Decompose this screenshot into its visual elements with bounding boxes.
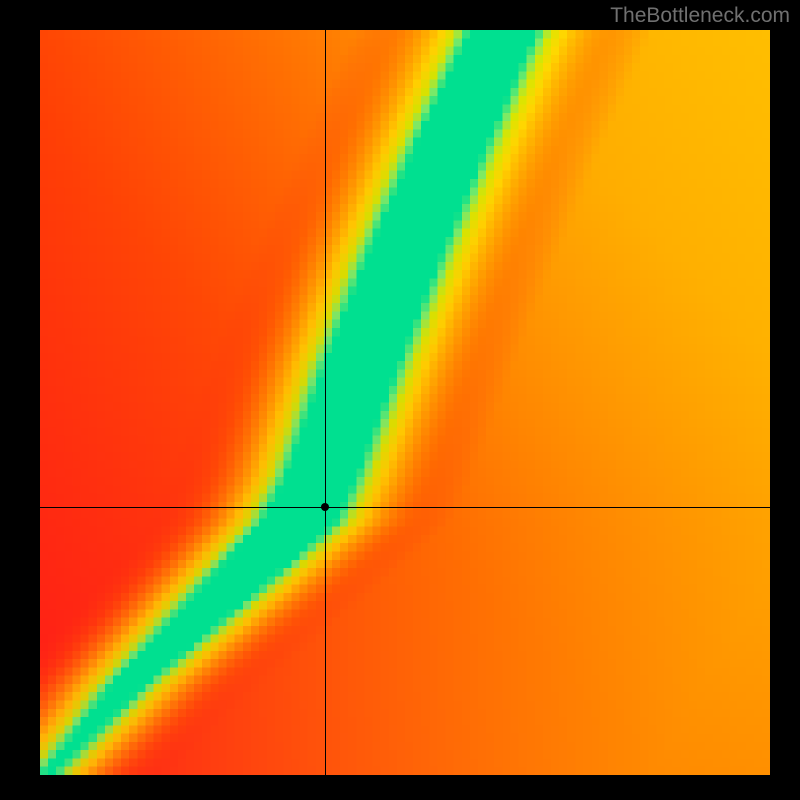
crosshair-vertical	[325, 30, 326, 775]
crosshair-horizontal	[40, 507, 770, 508]
heatmap-plot	[40, 30, 770, 775]
crosshair-marker	[321, 503, 329, 511]
watermark-text: TheBottleneck.com	[610, 4, 790, 28]
heatmap-canvas	[40, 30, 770, 775]
